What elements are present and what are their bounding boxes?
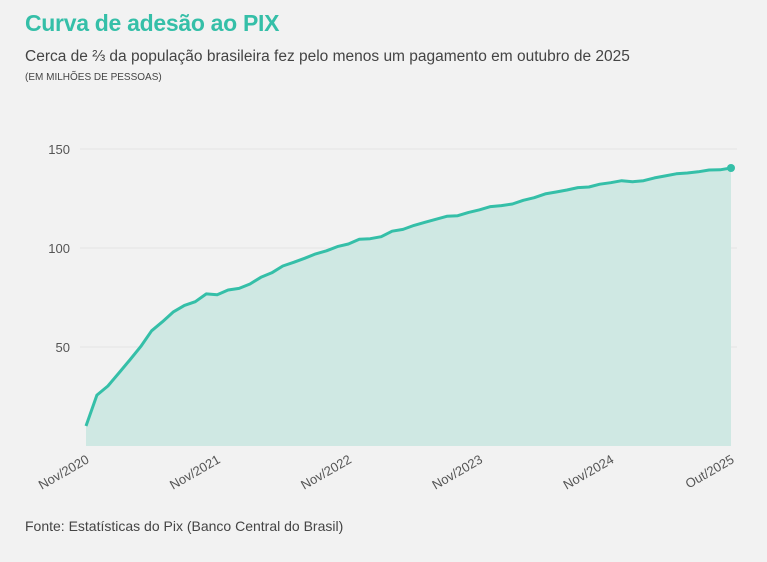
series-line [84, 166, 732, 427]
source-note: Fonte: Estatísticas do Pix (Banco Centra… [25, 518, 344, 534]
unit-label: (EM MILHÕES DE PESSOAS) [25, 72, 162, 83]
x-tick-label: Nov/2020 [36, 452, 92, 493]
y-tick-label: 150 [48, 142, 70, 157]
x-tick-label: Nov/2023 [429, 452, 485, 493]
y-tick-label: 100 [48, 241, 70, 256]
x-tick-label: Out/2025 [683, 452, 737, 492]
chart-subtitle: Cerca de ⅔ da população brasileira fez p… [25, 48, 630, 65]
x-axis-labels: Nov/2020 Nov/2021 Nov/2022 Nov/2023 Nov/2024… [36, 452, 737, 493]
chart-title: Curva de adesão ao PIX [25, 10, 280, 36]
x-tick-label: Nov/2022 [298, 452, 354, 493]
x-tick-label: Nov/2024 [561, 452, 617, 493]
end-point-marker [727, 164, 735, 173]
y-axis-labels: 50 100 150 [48, 142, 70, 355]
y-tick-label: 50 [56, 340, 70, 355]
area-fill [86, 168, 731, 446]
x-tick-label: Nov/2021 [167, 452, 223, 493]
